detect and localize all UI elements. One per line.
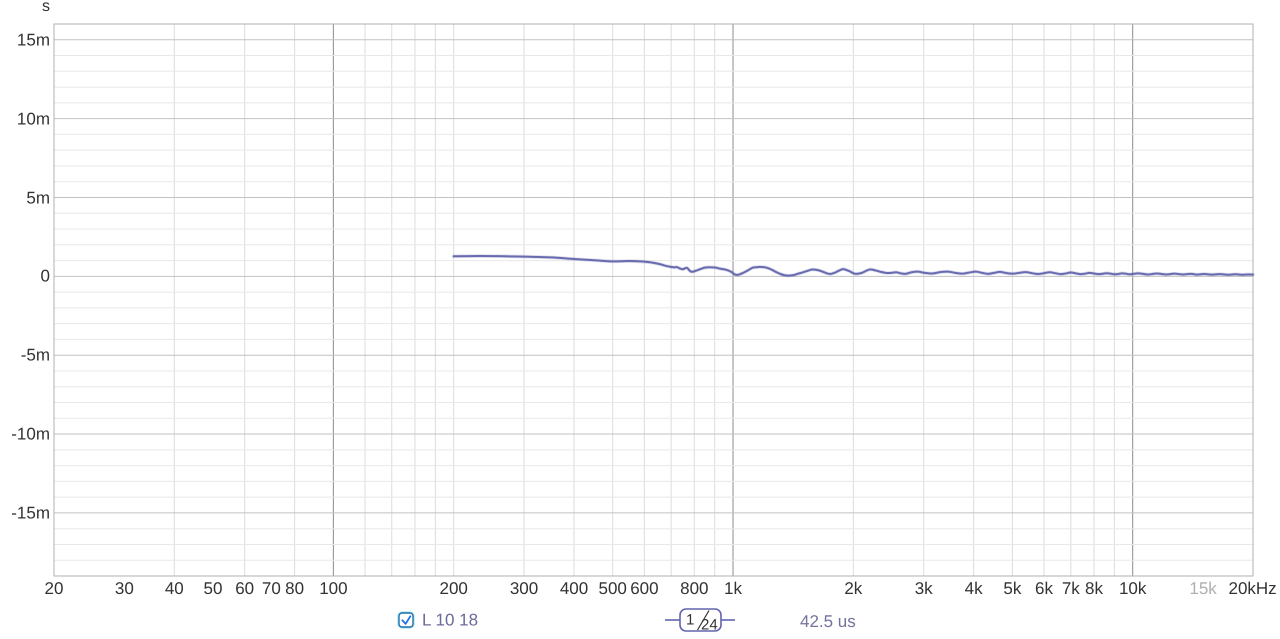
svg-text:L 10 18: L 10 18 [422,611,478,630]
svg-text:1: 1 [686,612,694,629]
svg-text:24: 24 [701,617,718,634]
svg-text:42.5 us: 42.5 us [800,612,856,631]
